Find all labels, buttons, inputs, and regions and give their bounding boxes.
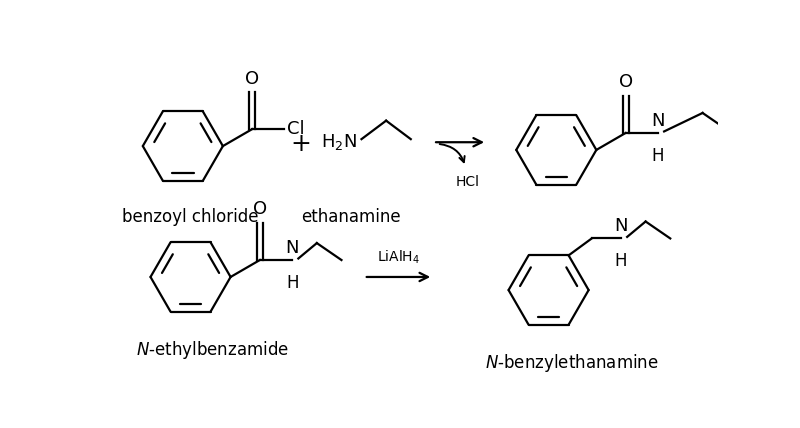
- Text: $N$-ethylbenzamide: $N$-ethylbenzamide: [135, 339, 289, 360]
- Text: O: O: [618, 73, 633, 92]
- Text: H: H: [614, 252, 627, 270]
- Text: Cl: Cl: [287, 120, 305, 138]
- Text: ethanamine: ethanamine: [301, 208, 401, 226]
- Text: benzoyl chloride: benzoyl chloride: [122, 208, 259, 226]
- Text: LiAlH$_4$: LiAlH$_4$: [377, 249, 420, 266]
- Text: N: N: [651, 112, 665, 130]
- Text: HCl: HCl: [456, 175, 480, 189]
- Text: $N$-benzylethanamine: $N$-benzylethanamine: [485, 352, 658, 374]
- Text: H$_2$N: H$_2$N: [322, 132, 358, 152]
- Text: +: +: [290, 132, 311, 156]
- Text: O: O: [245, 70, 259, 88]
- Text: N: N: [614, 217, 628, 235]
- Text: H: H: [286, 274, 298, 292]
- Text: N: N: [286, 239, 299, 257]
- Text: O: O: [253, 200, 267, 218]
- Text: H: H: [652, 147, 664, 165]
